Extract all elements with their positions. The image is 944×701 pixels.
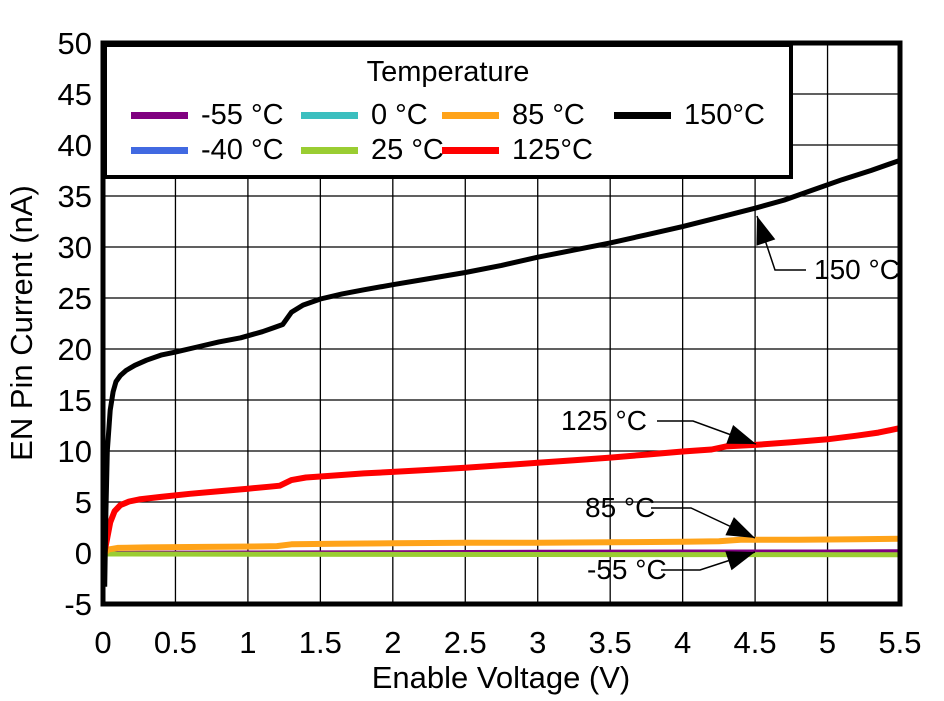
annotation-arrowhead — [726, 425, 756, 444]
annotation-label: 85 °C — [585, 492, 655, 523]
legend-swatch — [301, 111, 358, 119]
x-axis-title: Enable Voltage (V) — [372, 660, 631, 695]
legend-swatch — [442, 111, 499, 119]
legend-label: 25 °C — [371, 134, 444, 166]
legend-entry-125C: 125°C — [442, 135, 593, 165]
annotation-label: 125 °C — [561, 405, 647, 436]
x-tick-label: 1.5 — [299, 625, 342, 660]
y-tick-label: 10 — [58, 434, 92, 469]
legend-entry-85C: 85 °C — [442, 100, 585, 130]
y-tick-label: 30 — [58, 230, 92, 265]
series-line-150C — [102, 157, 901, 587]
y-tick-label: 5 — [75, 485, 92, 520]
x-tick-label: 1 — [239, 625, 256, 660]
legend-swatch — [614, 111, 671, 119]
y-tick-label: 25 — [58, 281, 92, 316]
x-tick-label: 3.5 — [589, 625, 632, 660]
series-line-25C — [105, 551, 901, 558]
y-tick-label: 20 — [58, 332, 92, 367]
legend-title: Temperature — [366, 56, 530, 88]
legend-label: -55 °C — [201, 99, 284, 131]
x-tick-label: 0.5 — [154, 625, 197, 660]
legend-label: 150°C — [684, 99, 765, 131]
legend-entry-0C: 0 °C — [301, 100, 428, 130]
y-tick-label: 35 — [58, 179, 92, 214]
annotation-arrowhead — [725, 551, 755, 571]
legend-entry-25C: 25 °C — [301, 135, 444, 165]
y-tick-label: 40 — [58, 128, 92, 163]
y-tick-label: -5 — [64, 587, 92, 622]
annotation-arrowhead — [725, 517, 755, 538]
y-tick-label: 15 — [58, 383, 92, 418]
legend-label: 125°C — [512, 134, 593, 166]
x-tick-label: 4 — [674, 625, 691, 660]
legend-label: 0 °C — [371, 99, 428, 131]
legend-swatch — [131, 146, 188, 154]
series-line-85C — [102, 535, 901, 556]
legend-label: 85 °C — [512, 99, 585, 131]
y-tick-label: 50 — [58, 26, 92, 61]
legend-label: -40 °C — [201, 134, 284, 166]
annotation-label: -55 °C — [587, 554, 667, 585]
series-line-125C — [101, 425, 901, 554]
y-tick-label: 45 — [58, 77, 92, 112]
legend-swatch — [131, 111, 188, 119]
y-axis-title: EN Pin Current (nA) — [4, 185, 39, 461]
x-tick-label: 5.5 — [878, 625, 921, 660]
y-tick-label: 0 — [75, 536, 92, 571]
x-tick-label: 3 — [529, 625, 546, 660]
annotation-arrowhead — [756, 216, 776, 246]
legend-swatch — [301, 146, 358, 154]
series-layer — [101, 157, 901, 587]
legend-entry--55C: -55 °C — [131, 100, 284, 130]
legend-swatch — [442, 146, 499, 154]
annotation-label: 150 °C — [814, 254, 900, 285]
x-tick-label: 5 — [819, 625, 836, 660]
x-tick-label: 2 — [384, 625, 401, 660]
x-tick-label: 0 — [94, 625, 111, 660]
legend: Temperature -55 °C 0 °C 85 °C 150°C -40 °C 25… — [103, 43, 793, 179]
legend-entry--40C: -40 °C — [131, 135, 284, 165]
tick-layer: 0 0.5 1 1.5 2 2.5 3 3.5 4 4.5 5 5.5-505101520253035… — [58, 26, 922, 660]
x-tick-label: 2.5 — [444, 625, 487, 660]
legend-entry-150C: 150°C — [614, 100, 765, 130]
x-tick-label: 4.5 — [734, 625, 777, 660]
annotation-layer: 150 °C 125 °C 85 °C -55 °C — [561, 215, 900, 585]
